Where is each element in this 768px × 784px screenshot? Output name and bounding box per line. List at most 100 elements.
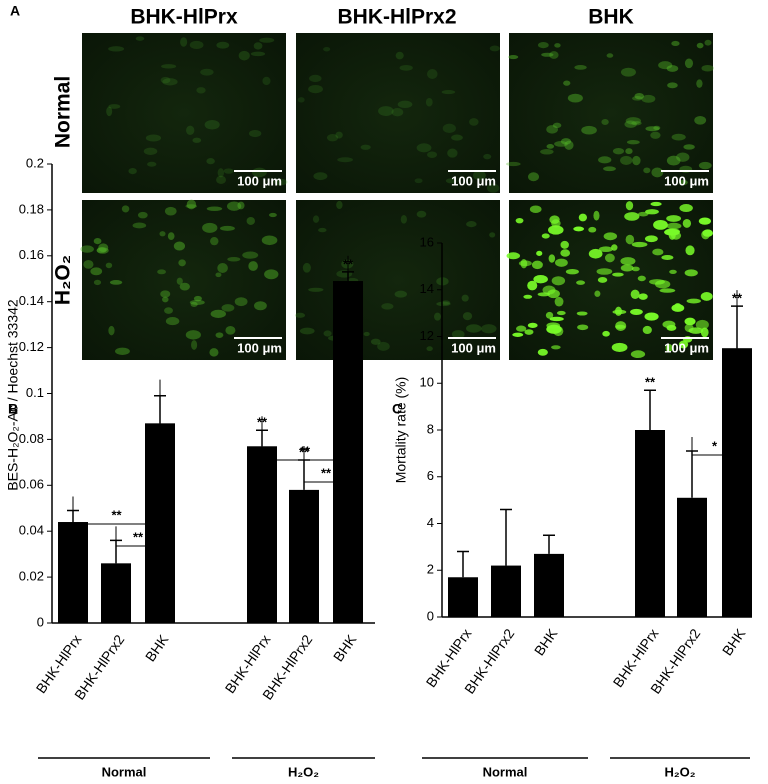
- cell: [563, 80, 571, 86]
- scale-bar-label: 100 μm: [237, 173, 282, 188]
- cell: [204, 120, 220, 130]
- cell: [259, 37, 275, 43]
- cell: [186, 199, 197, 210]
- y-tick-label: 10: [420, 375, 434, 390]
- cell: [549, 316, 564, 322]
- cell: [611, 244, 618, 251]
- cell: [189, 40, 204, 50]
- cell: [93, 279, 102, 286]
- cell: [489, 45, 500, 52]
- cell: [652, 248, 664, 256]
- cell: [602, 330, 610, 337]
- cell: [323, 330, 332, 337]
- row-header: Normal: [52, 76, 75, 148]
- significance-label: **: [645, 375, 656, 390]
- cell: [669, 269, 677, 274]
- cell: [309, 74, 322, 83]
- error-bar: [686, 450, 698, 498]
- cell: [210, 309, 226, 318]
- cell: [341, 259, 354, 269]
- cell: [191, 340, 198, 350]
- cell: [220, 225, 235, 231]
- cell: [620, 257, 636, 266]
- x-tick-label: BHK: [531, 625, 561, 658]
- cell: [269, 212, 277, 218]
- cell: [701, 64, 714, 72]
- cell: [597, 277, 608, 283]
- cell: [179, 282, 190, 291]
- cell: [323, 46, 331, 52]
- cell: [567, 93, 583, 103]
- scale-bar-label: 100 μm: [664, 340, 709, 355]
- cell: [588, 248, 603, 259]
- cell: [106, 106, 113, 117]
- cell: [637, 275, 646, 282]
- cell: [394, 290, 408, 298]
- cell: [381, 303, 394, 310]
- bracket-label: **: [300, 443, 311, 458]
- y-tick-label: 0.12: [19, 339, 44, 354]
- cell: [399, 64, 413, 71]
- cell: [312, 215, 320, 223]
- cell: [378, 106, 394, 116]
- group-label: H₂O₂: [288, 764, 319, 779]
- cell: [167, 232, 175, 241]
- cell: [461, 294, 469, 302]
- cell: [630, 350, 646, 359]
- y-axis-label: BES-H₂O₂-Ac / Hoechst 33342: [5, 299, 21, 491]
- cell: [671, 304, 685, 312]
- cell: [335, 131, 343, 139]
- cell: [625, 201, 634, 211]
- y-tick-label: 0.1: [26, 385, 44, 400]
- cell: [302, 262, 311, 273]
- cell: [545, 311, 554, 319]
- cell: [574, 65, 587, 70]
- cell: [565, 269, 579, 275]
- cell: [700, 327, 709, 338]
- cell: [643, 167, 651, 174]
- cell: [96, 247, 107, 254]
- cell: [451, 330, 465, 339]
- error-bar: [500, 508, 512, 566]
- cell: [337, 157, 353, 163]
- cell: [273, 178, 288, 186]
- y-tick-label: 0.06: [19, 477, 44, 492]
- y-tick-label: 0.02: [19, 569, 44, 584]
- cell: [442, 123, 456, 134]
- bracket-label: **: [321, 465, 332, 480]
- cell: [451, 134, 463, 141]
- cell: [370, 338, 381, 345]
- cell: [684, 323, 694, 333]
- micrograph: [296, 200, 500, 360]
- y-tick-label: 0.08: [19, 431, 44, 446]
- cell: [529, 205, 542, 214]
- cell: [246, 216, 255, 225]
- cell: [105, 262, 113, 269]
- cell: [237, 201, 245, 210]
- cell: [254, 301, 267, 311]
- cell: [223, 168, 234, 174]
- cell: [178, 259, 186, 267]
- cell: [489, 232, 496, 238]
- scale-bar-label: 100 μm: [451, 173, 496, 188]
- cell: [554, 141, 568, 147]
- cell: [642, 325, 652, 335]
- cell: [215, 272, 222, 278]
- cell: [645, 126, 660, 132]
- cell: [594, 290, 601, 297]
- cell: [684, 317, 696, 326]
- cell: [611, 342, 628, 352]
- cell: [603, 166, 616, 172]
- cell: [242, 251, 259, 259]
- panel-label: C: [392, 401, 402, 417]
- cell: [397, 100, 413, 109]
- cell: [164, 307, 173, 314]
- cell: [185, 204, 198, 209]
- cell: [135, 36, 145, 41]
- y-tick-label: 0.04: [19, 523, 44, 538]
- y-tick-label: 0.2: [26, 155, 44, 170]
- cell: [128, 167, 137, 175]
- cell: [560, 138, 572, 145]
- cell: [536, 250, 543, 256]
- column-header: BHK: [588, 6, 634, 29]
